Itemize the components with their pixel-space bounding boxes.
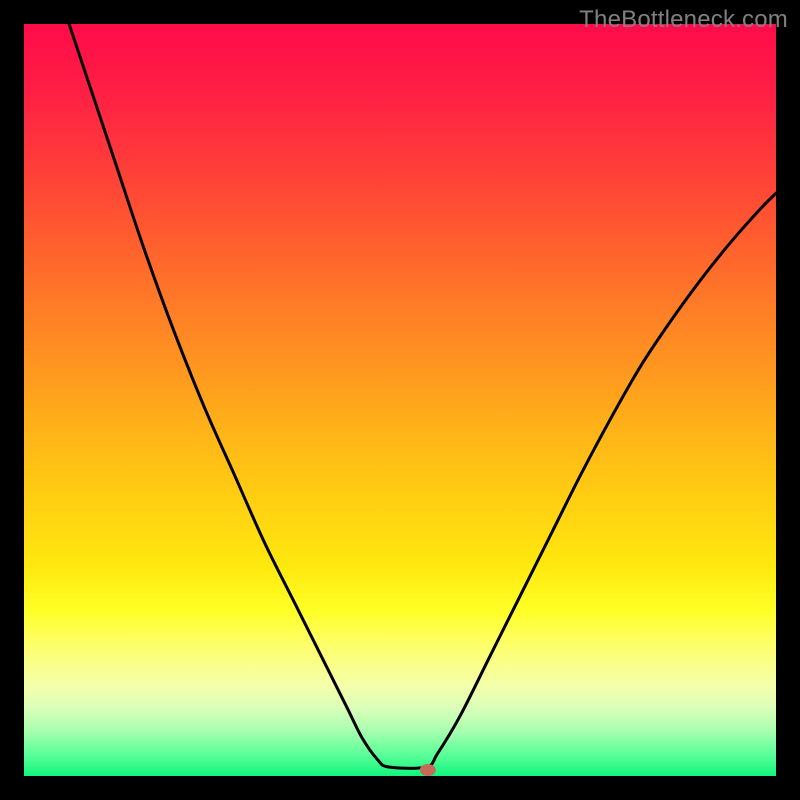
trough-marker — [420, 764, 436, 776]
watermark-text: TheBottleneck.com — [579, 6, 788, 34]
bottleneck-chart: TheBottleneck.com — [0, 0, 800, 800]
chart-canvas — [0, 0, 800, 800]
plot-area — [24, 24, 776, 776]
